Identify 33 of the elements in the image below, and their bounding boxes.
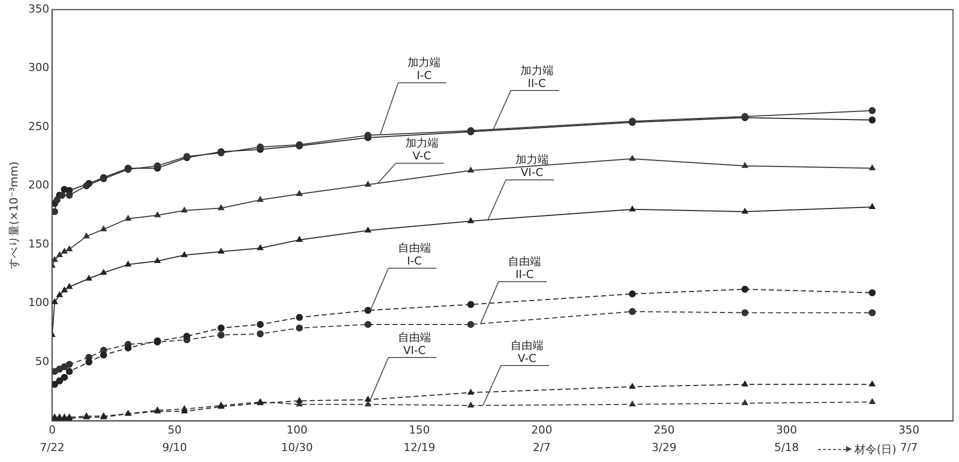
text: 3/29: [652, 441, 677, 454]
text: 2/7: [532, 441, 551, 454]
x-tick-label: 150: [408, 423, 430, 436]
text: 自由端 II-C: [508, 255, 542, 282]
x-tick-label: 100: [286, 423, 308, 436]
text: 7/22: [40, 441, 65, 454]
text: 加力端 I-C: [408, 56, 441, 82]
text: 自由端 V-C: [510, 338, 544, 365]
y-tick-label: 350: [28, 2, 50, 16]
text: 5/18: [774, 441, 799, 454]
x-tick-label: 50: [168, 423, 182, 436]
text: 自由端 I-C: [398, 242, 431, 268]
x-tick-label: 350: [898, 423, 920, 436]
x-tick-label: 300: [776, 423, 798, 436]
y-tick-label: 250: [28, 120, 50, 133]
y-tick-label: 300: [28, 61, 50, 74]
y-tick-label: 100: [28, 296, 50, 310]
text: 7/7: [900, 441, 918, 454]
x-tick-label: 250: [654, 423, 675, 436]
y-tick-label: 150: [28, 237, 50, 250]
x-tick-label: 0: [48, 423, 56, 436]
text: 自由端 VI-C: [398, 330, 431, 357]
text: 9/10: [162, 441, 187, 454]
x-axis-title: 材令(日): [854, 442, 896, 457]
x-tick-label: 200: [531, 423, 552, 436]
text: 加力端 VI-C: [515, 153, 548, 180]
y-tick-label: 50: [35, 354, 50, 368]
series-label: 加力端 V-C: [405, 136, 438, 163]
y-tick-label: 200: [28, 178, 50, 192]
text: 10/30: [281, 441, 313, 454]
text: 12/19: [404, 441, 436, 454]
y-axis-title: すべり量(×10⁻³mm): [7, 161, 20, 269]
text: 加力端 II-C: [520, 64, 554, 90]
